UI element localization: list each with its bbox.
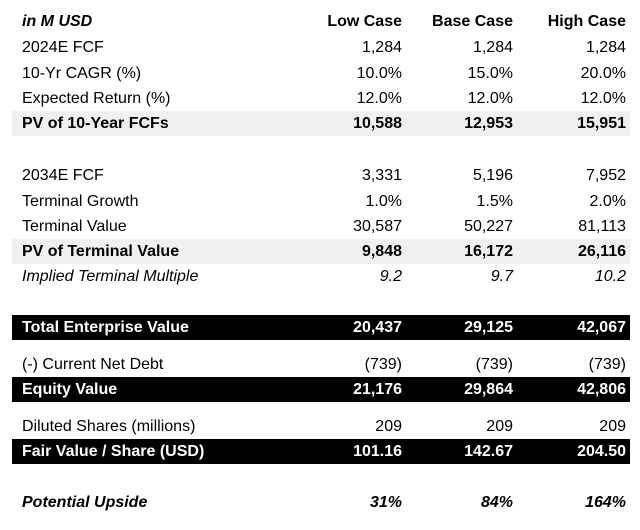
low-case-value: 9.2: [379, 267, 402, 285]
base-case-value: 84%: [480, 493, 513, 511]
base-case-value: 1.5%: [476, 192, 513, 210]
base-case-value: 5,196: [472, 166, 513, 184]
row-diluted-shares: Diluted Shares (millions) 209 209 209: [12, 414, 630, 439]
base-case-value: 15.0%: [467, 64, 513, 82]
row-label: Implied Terminal Multiple: [22, 267, 199, 285]
high-case-value: 20.0%: [580, 64, 626, 82]
high-case-value: (739): [588, 355, 626, 373]
row-expected-return: Expected Return (%) 12.0% 12.0% 12.0%: [12, 86, 630, 111]
base-case-value: 50,227: [464, 217, 513, 235]
header-base-case: Base Case: [432, 12, 513, 30]
row-implied-terminal-multiple: Implied Terminal Multiple 9.2 9.7 10.2: [12, 264, 630, 289]
low-case-value: 101.16: [353, 442, 402, 460]
high-case-value: 26,116: [577, 242, 626, 260]
row-total-enterprise-value: Total Enterprise Value 20,437 29,125 42,…: [12, 315, 630, 340]
row-label: PV of 10-Year FCFs: [22, 114, 169, 132]
high-case-value: 42,806: [577, 380, 626, 398]
low-case-value: 209: [375, 417, 402, 435]
base-case-value: 209: [486, 417, 513, 435]
row-label: Potential Upside: [22, 493, 148, 511]
base-case-value: 1,284: [472, 38, 513, 56]
low-case-value: 10,588: [353, 114, 402, 132]
row-potential-upside: Potential Upside 31% 84% 164%: [12, 490, 630, 515]
base-case-value: 29,125: [464, 318, 513, 336]
row-label: 10-Yr CAGR (%): [22, 64, 142, 82]
row-pv-terminal-value: PV of Terminal Value 9,848 16,172 26,116: [12, 239, 630, 264]
low-case-value: 10.0%: [356, 64, 402, 82]
high-case-value: 10.2: [594, 267, 626, 285]
high-case-value: 164%: [585, 493, 626, 511]
row-10yr-cagr: 10-Yr CAGR (%) 10.0% 15.0% 20.0%: [12, 61, 630, 86]
low-case-value: 12.0%: [356, 89, 402, 107]
row-label: (-) Current Net Debt: [22, 355, 164, 373]
base-case-value: 16,172: [464, 242, 513, 260]
row-label: 2024E FCF: [22, 38, 104, 56]
header-low-case: Low Case: [327, 12, 402, 30]
row-label: Expected Return (%): [22, 89, 171, 107]
low-case-value: 30,587: [353, 217, 402, 235]
row-label: 2034E FCF: [22, 166, 104, 184]
units-label: in M USD: [22, 12, 93, 30]
row-label: Terminal Value: [22, 217, 127, 235]
row-fair-value-per-share: Fair Value / Share (USD) 101.16 142.67 2…: [12, 439, 630, 464]
header-row: in M USD Low Case Base Case High Case: [12, 9, 630, 34]
row-label: Fair Value / Share (USD): [22, 442, 205, 460]
low-case-value: 1,284: [361, 38, 402, 56]
low-case-value: 21,176: [353, 380, 402, 398]
row-label: Equity Value: [22, 380, 118, 398]
low-case-value: 20,437: [353, 318, 402, 336]
high-case-value: 204.50: [577, 442, 626, 460]
low-case-value: (739): [364, 355, 402, 373]
header-high-case: High Case: [547, 12, 626, 30]
high-case-value: 81,113: [578, 217, 626, 235]
row-label: Diluted Shares (millions): [22, 417, 196, 435]
base-case-value: 29,864: [464, 380, 513, 398]
base-case-value: 12.0%: [467, 89, 513, 107]
low-case-value: 3,331: [361, 166, 402, 184]
high-case-value: 209: [599, 417, 626, 435]
row-terminal-growth: Terminal Growth 1.0% 1.5% 2.0%: [12, 189, 630, 214]
low-case-value: 9,848: [361, 242, 402, 260]
high-case-value: 7,952: [585, 166, 626, 184]
high-case-value: 1,284: [585, 38, 626, 56]
row-terminal-value: Terminal Value 30,587 50,227 81,113: [12, 214, 630, 239]
base-case-value: 12,953: [464, 114, 513, 132]
high-case-value: 2.0%: [589, 192, 626, 210]
base-case-value: 9.7: [490, 267, 513, 285]
base-case-value: 142.67: [464, 442, 513, 460]
base-case-value: (739): [475, 355, 513, 373]
row-label: PV of Terminal Value: [22, 242, 180, 260]
row-label: Terminal Growth: [22, 192, 139, 210]
row-current-net-debt: (-) Current Net Debt (739) (739) (739): [12, 352, 630, 377]
high-case-value: 42,067: [577, 318, 626, 336]
row-pv-10yr-fcfs: PV of 10-Year FCFs 10,588 12,953 15,951: [12, 111, 630, 136]
row-2034e-fcf: 2034E FCF 3,331 5,196 7,952: [12, 163, 630, 188]
high-case-value: 15,951: [577, 114, 626, 132]
low-case-value: 1.0%: [365, 192, 402, 210]
row-label: Total Enterprise Value: [22, 318, 189, 336]
low-case-value: 31%: [369, 493, 402, 511]
row-equity-value: Equity Value 21,176 29,864 42,806: [12, 377, 630, 402]
row-2024e-fcf: 2024E FCF 1,284 1,284 1,284: [12, 35, 630, 60]
high-case-value: 12.0%: [580, 89, 626, 107]
